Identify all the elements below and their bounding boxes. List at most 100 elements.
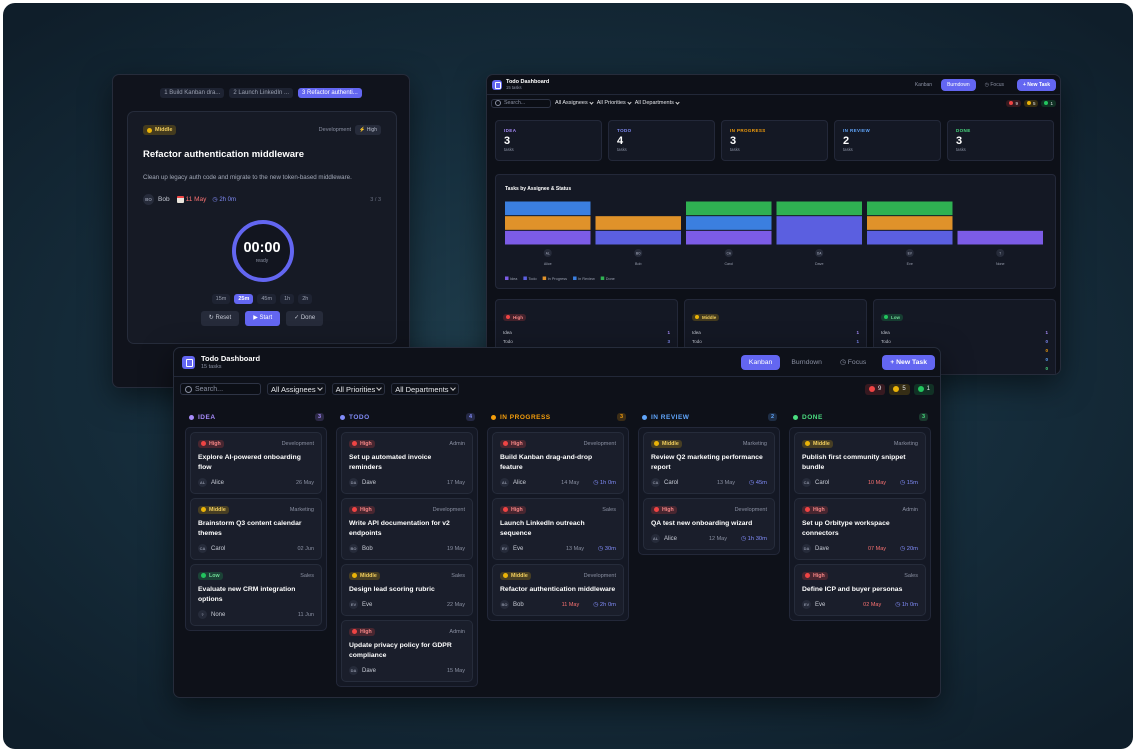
task-card[interactable]: Middle Sales Design lead scoring rubric EV E… xyxy=(341,564,473,616)
bar-segment xyxy=(686,216,772,230)
timer-button[interactable]: ▶ Start xyxy=(245,311,281,326)
x-tick-label: Dave xyxy=(815,262,823,266)
status-count: 1 xyxy=(667,330,670,335)
logo xyxy=(182,355,195,369)
count-badge: 5 xyxy=(1023,99,1039,107)
chart-title: Tasks by Assignee & Status xyxy=(505,186,571,192)
avatar: DA xyxy=(349,478,358,487)
task-card[interactable]: High Development QA test new onboarding wi… xyxy=(643,498,775,550)
task-card[interactable]: Middle Marketing Brainstorm Q3 content cal… xyxy=(190,498,322,560)
bar-segment xyxy=(505,201,591,216)
department: Sales xyxy=(451,572,465,579)
department: Admin xyxy=(449,440,465,447)
task-card[interactable]: High Development Write API documentation f… xyxy=(341,498,473,560)
card-top: Low Sales xyxy=(198,571,314,580)
avatar xyxy=(905,249,914,257)
task-card[interactable]: High Sales Launch LinkedIn outreach sequen… xyxy=(492,498,624,560)
timer: 00:00 xyxy=(243,240,281,256)
priority-badge: Middle xyxy=(651,439,682,448)
avatar xyxy=(634,249,643,257)
nav-tab[interactable]: Burndown xyxy=(941,78,976,91)
task-card[interactable]: Middle Development Refactor authentication… xyxy=(492,564,624,616)
task-card[interactable]: High Admin Update privacy policy for GDPR … xyxy=(341,620,473,682)
bar-segment xyxy=(867,201,953,216)
task-card[interactable]: High Development Explore AI-powered onboar… xyxy=(190,432,322,494)
status-count: 0 xyxy=(1045,366,1048,371)
status-label: Idea xyxy=(881,330,890,335)
task-card[interactable]: Middle Marketing Review Q2 marketing perfo… xyxy=(643,432,775,494)
department: Sales xyxy=(602,506,616,513)
task-card[interactable]: High Admin Set up automated invoice remind… xyxy=(341,432,473,494)
task-tab[interactable]: 1 Build Kanban dra... xyxy=(160,88,225,98)
preset[interactable]: 45m xyxy=(257,294,277,304)
legend-swatch xyxy=(542,276,547,280)
ring xyxy=(232,220,294,282)
timer-button[interactable]: ✓ Done xyxy=(286,311,324,326)
priority-badge: High xyxy=(349,439,375,448)
bar-segment xyxy=(686,201,772,216)
task-tab[interactable]: 3 Refactor authenti... xyxy=(298,88,362,98)
filter-select[interactable]: All Priorities xyxy=(597,100,631,106)
task-tab[interactable]: 2 Launch LinkedIn ... xyxy=(229,88,294,98)
timer-buttons: Reset ▶ Start ✓ Done xyxy=(128,311,396,326)
preset[interactable]: 2h xyxy=(298,294,313,304)
new-task-button[interactable]: + New Task xyxy=(1016,78,1056,91)
timer-button[interactable]: Reset xyxy=(200,311,240,326)
card-title: Refactor authentication middleware xyxy=(500,586,616,593)
task-card[interactable]: Low Sales Evaluate new CRM integration opt… xyxy=(190,564,322,626)
task-card[interactable]: High Admin Set up Orbitype workspace conne… xyxy=(794,498,926,560)
priority-row: Idea 1 xyxy=(503,328,670,337)
new-task-button[interactable]: + New Task xyxy=(882,354,935,370)
stat-card: IN PROGRESS 3 tasks xyxy=(721,120,828,161)
assignee: None xyxy=(211,611,226,618)
task-meta: BO Bob 11 May ◷ 2h 0m 3 / 3 xyxy=(143,194,381,205)
bar-segment xyxy=(595,216,681,230)
preset[interactable]: 25m xyxy=(234,294,254,304)
nav-tab[interactable]: ◷ Focus xyxy=(984,81,1004,88)
column: DONE 3 Middle Marketing Publish first commun… xyxy=(789,407,931,621)
card-title: Explore AI-powered onboarding flow xyxy=(198,454,301,471)
nav-tab[interactable]: Burndown xyxy=(791,358,822,366)
time-estimate: ◷ 20m xyxy=(900,545,918,552)
due-date: 14 May xyxy=(561,479,580,486)
nav-tab[interactable]: Kanban xyxy=(914,81,933,88)
stat-unit: tasks xyxy=(730,147,740,152)
assignee: Eve xyxy=(513,545,524,552)
assignee: Dave xyxy=(362,479,377,486)
due-date: 02 Jun xyxy=(297,545,314,552)
filter-select[interactable]: All Assignees xyxy=(267,383,326,395)
filter-select[interactable]: All Assignees xyxy=(555,100,593,106)
priority-badge: Middle xyxy=(143,125,177,135)
header: Todo Dashboard 15 tasks Kanban Burndown ◷ Fo… xyxy=(174,348,940,377)
assignee: Carol xyxy=(211,545,226,552)
filter-select[interactable]: All Departments xyxy=(635,100,679,106)
search-input[interactable]: Search... xyxy=(491,98,551,108)
bar-segment xyxy=(776,201,862,216)
column-body: High Development Build Kanban drag-and-dro… xyxy=(487,427,629,621)
column-title: IN PROGRESS xyxy=(500,413,551,421)
nav-tab[interactable]: ◷ Focus xyxy=(839,359,867,366)
chart: Tasks by Assignee & Status AL Alice BO Bob CA… xyxy=(505,186,1043,281)
column: IN PROGRESS 3 High Development Build Kanban … xyxy=(487,407,629,621)
avatar: CA xyxy=(802,478,811,487)
search-input[interactable]: Search... xyxy=(180,383,261,395)
card-meta: AL Alice 26 May xyxy=(198,478,314,487)
task-card[interactable]: High Development Build Kanban drag-and-dro… xyxy=(492,432,624,494)
task-tabs: 1 Build Kanban dra... 2 Launch LinkedIn .… xyxy=(113,88,409,98)
column-count: 3 xyxy=(616,413,626,421)
logo xyxy=(492,79,502,90)
preset[interactable]: 1h xyxy=(280,294,295,304)
avatar-initials: EV xyxy=(908,251,913,255)
task-card[interactable]: Middle Marketing Publish first community s… xyxy=(794,432,926,494)
assignee: Alice xyxy=(211,479,225,486)
assignee: Carol xyxy=(664,479,679,486)
filter-select[interactable]: All Priorities xyxy=(331,383,386,395)
card-top: High Admin xyxy=(349,439,465,448)
time-estimate: ◷ 15m xyxy=(900,479,918,486)
preset[interactable]: 15m xyxy=(211,294,231,304)
nav-tab[interactable]: Kanban xyxy=(740,354,781,370)
task-card[interactable]: High Sales Define ICP and buyer personas EV… xyxy=(794,564,926,616)
column-header: IN PROGRESS 3 xyxy=(487,407,629,427)
column-header: DONE 3 xyxy=(789,407,931,427)
filter-select[interactable]: All Departments xyxy=(391,383,459,395)
